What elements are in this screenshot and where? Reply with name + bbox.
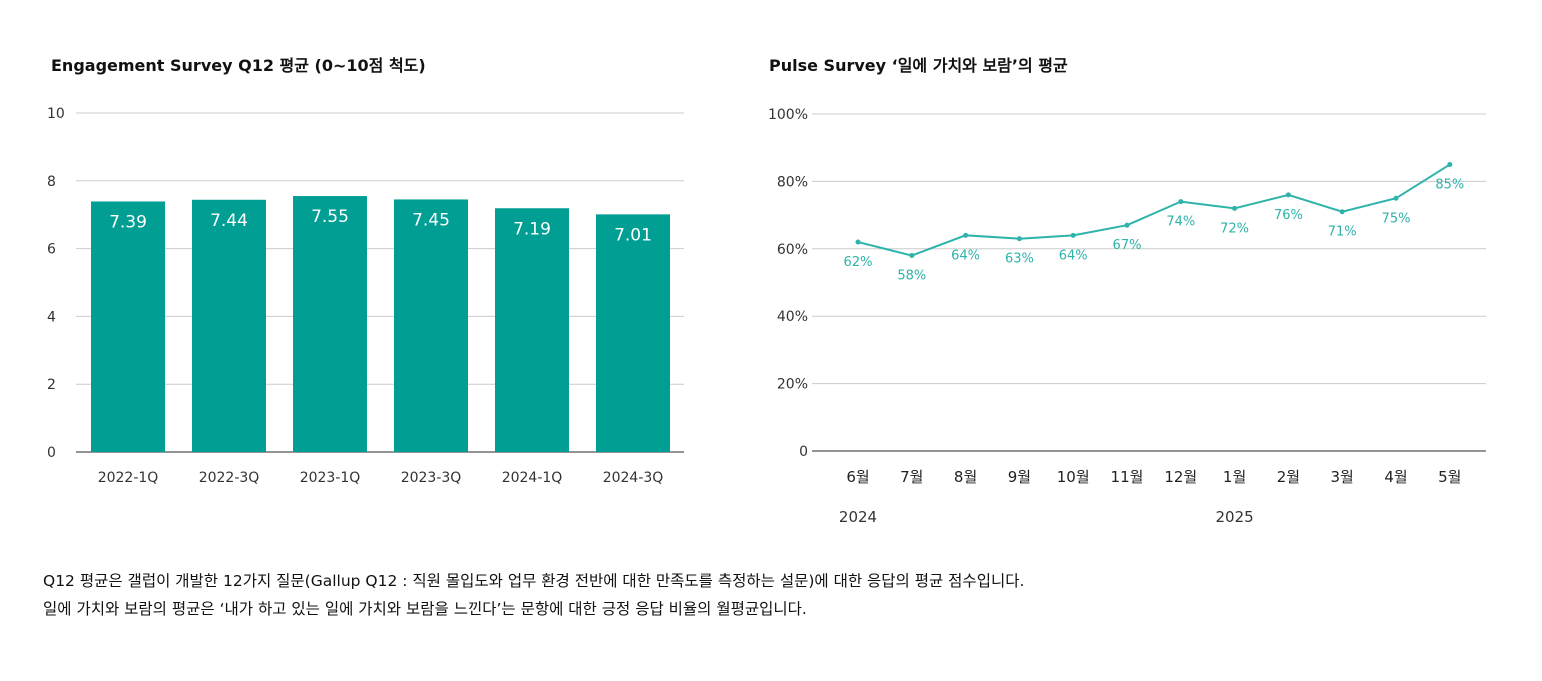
bar-x-tick-label: 2022-1Q <box>98 470 159 486</box>
bar <box>596 214 670 452</box>
data-point <box>1070 232 1076 238</box>
data-point <box>1393 195 1399 201</box>
data-point <box>1232 205 1238 211</box>
bar-y-tick-label: 0 <box>47 445 56 461</box>
series-line <box>857 163 1451 257</box>
line-y-tick-label: 20% <box>777 377 808 393</box>
bar-y-tick-label: 4 <box>47 309 56 325</box>
bar <box>495 208 569 452</box>
point-value-label: 64% <box>1059 248 1088 263</box>
point-value-label: 63% <box>1005 252 1034 267</box>
point-value-label: 58% <box>897 269 926 284</box>
bar-value-label: 7.45 <box>412 210 450 230</box>
bar <box>293 196 367 452</box>
point-value-label: 76% <box>1274 208 1303 223</box>
bar-x-tick-label: 2023-3Q <box>401 470 462 486</box>
bar <box>192 199 266 452</box>
line-x-tick-label: 1월 <box>1223 468 1246 486</box>
bar-chart-title: Engagement Survey Q12 평균 (0~10점 척도) <box>51 56 426 75</box>
line-x-tick-label: 11월 <box>1111 468 1144 486</box>
data-point <box>963 232 969 238</box>
data-point <box>909 253 915 259</box>
bar-x-tick-label: 2024-1Q <box>502 470 563 486</box>
bar-value-label: 7.39 <box>109 212 147 232</box>
bar-y-tick-label: 10 <box>47 106 65 122</box>
bar-value-label: 7.19 <box>513 219 551 239</box>
bar <box>91 201 165 452</box>
year-label-2024: 2024 <box>839 508 877 526</box>
bar-y-tick-label: 2 <box>47 377 56 393</box>
line-x-tick-label: 4월 <box>1384 468 1407 486</box>
line-y-tick-label: 40% <box>777 309 808 325</box>
point-value-label: 62% <box>844 255 873 270</box>
line-chart-title: Pulse Survey ‘일에 가치와 보람’의 평균 <box>769 56 1068 75</box>
line-x-tick-label: 2월 <box>1277 468 1300 486</box>
line-y-tick-label: 100% <box>768 107 808 123</box>
data-point <box>1285 192 1291 198</box>
line-x-tick-label: 12월 <box>1164 468 1197 486</box>
line-x-tick-label: 3월 <box>1331 468 1354 486</box>
bar-value-label: 7.44 <box>210 211 248 231</box>
bar-value-label: 7.01 <box>614 225 652 245</box>
data-point <box>1178 199 1184 205</box>
bar-y-tick-label: 8 <box>47 174 56 190</box>
point-value-label: 74% <box>1166 215 1195 230</box>
point-value-label: 72% <box>1220 221 1249 236</box>
point-value-label: 71% <box>1328 225 1357 240</box>
line-y-tick-label: 0 <box>799 444 808 460</box>
footnote-pulse: 일에 가치와 보람의 평균은 ‘내가 하고 있는 일에 가치와 보람을 느낀다’… <box>43 600 807 618</box>
bar-value-label: 7.55 <box>311 207 349 227</box>
point-value-label: 67% <box>1113 238 1142 253</box>
bar-x-tick-label: 2023-1Q <box>300 470 361 486</box>
bar-y-tick-label: 6 <box>47 242 56 258</box>
point-value-label: 64% <box>951 248 980 263</box>
data-point <box>855 239 861 245</box>
line-x-tick-label: 8월 <box>954 468 977 486</box>
point-value-label: 75% <box>1382 211 1411 226</box>
line-x-tick-label: 10월 <box>1057 468 1090 486</box>
line-x-tick-label: 7월 <box>900 468 923 486</box>
line-y-tick-label: 80% <box>777 174 808 190</box>
data-point <box>1339 209 1345 215</box>
line-x-tick-label: 6월 <box>846 468 869 486</box>
data-point <box>1124 222 1130 228</box>
line-y-tick-label: 60% <box>777 242 808 258</box>
bar <box>394 199 468 452</box>
bar-x-tick-label: 2024-3Q <box>603 470 664 486</box>
data-point <box>1447 162 1453 168</box>
year-label-2025: 2025 <box>1216 508 1254 526</box>
bar-x-tick-label: 2022-3Q <box>199 470 260 486</box>
line-x-tick-label: 9월 <box>1008 468 1031 486</box>
data-point <box>1016 236 1022 242</box>
point-value-label: 85% <box>1435 178 1464 193</box>
line-x-tick-label: 5월 <box>1438 468 1461 486</box>
footnote-q12: Q12 평균은 갤럽이 개발한 12가지 질문(Gallup Q12 : 직원 … <box>43 572 1025 590</box>
